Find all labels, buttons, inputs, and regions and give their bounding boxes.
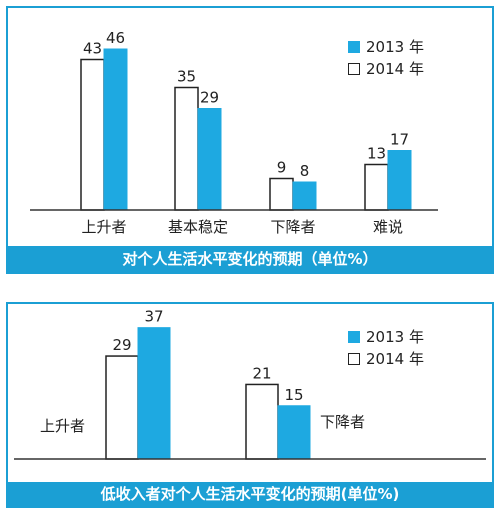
chart-title: 低收入者对个人生活水平变化的预期(单位%)	[8, 482, 492, 506]
category-label-0: 上升者	[81, 218, 126, 236]
data-label-2013-3: 17	[390, 131, 409, 149]
chart-panel-low-income: 29 37 上升者 21 15 下降者 2013 年 2014 年 低收入者对个人生活水平…	[6, 302, 494, 508]
chart-panel-overall: 43 46 上升者 35 29 基本稳定 9 8 下降者 13 17 难说 2013 年 2014 年…	[6, 6, 494, 274]
data-label-2013-1: 15	[284, 386, 303, 404]
data-label-2013-0: 37	[144, 308, 163, 326]
legend-swatch-2014	[348, 353, 360, 365]
bar-2013-1	[197, 108, 222, 211]
data-label-2014-0: 43	[83, 40, 102, 58]
bar-2013-0	[137, 327, 171, 460]
bar-2014-0	[105, 355, 139, 460]
legend-item-2013: 2013 年	[348, 326, 424, 348]
category-label-1: 下降者	[320, 413, 365, 431]
legend-item-2014: 2014 年	[348, 348, 424, 370]
legend-item-2014: 2014 年	[348, 58, 424, 80]
legend: 2013 年 2014 年	[348, 36, 424, 80]
legend-label-2013: 2013 年	[366, 38, 424, 56]
bar-2013-3	[387, 150, 412, 211]
category-label-1: 基本稳定	[168, 218, 228, 236]
legend: 2013 年 2014 年	[348, 326, 424, 370]
bar-2014-1	[174, 86, 199, 211]
chart-title: 对个人生活水平变化的预期（单位%）	[8, 246, 492, 272]
bar-2014-2	[269, 177, 294, 211]
legend-label-2014: 2014 年	[366, 350, 424, 368]
legend-swatch-2013	[348, 41, 360, 53]
bar-2014-3	[364, 163, 389, 211]
data-label-2014-3: 13	[367, 145, 386, 163]
bar-2013-0	[103, 48, 128, 211]
bar-2013-2	[292, 181, 317, 211]
data-label-2013-0: 46	[106, 29, 125, 47]
legend-swatch-2013	[348, 331, 360, 343]
legend-label-2013: 2013 年	[366, 328, 424, 346]
legend-item-2013: 2013 年	[348, 36, 424, 58]
category-label-0: 上升者	[40, 417, 85, 435]
data-label-2013-2: 8	[300, 162, 310, 180]
data-label-2014-2: 9	[277, 159, 287, 177]
data-label-2013-1: 29	[200, 89, 219, 107]
data-label-2014-1: 35	[177, 68, 196, 86]
bar-chart-low-income: 29 37 上升者 21 15 下降者	[14, 308, 486, 460]
category-label-3: 难说	[373, 218, 403, 236]
category-label-2: 下降者	[270, 218, 315, 236]
bar-2014-0	[80, 58, 105, 211]
bar-2014-1	[245, 383, 279, 460]
bar-2013-1	[277, 405, 311, 460]
data-label-2014-1: 21	[252, 364, 271, 382]
legend-label-2014: 2014 年	[366, 60, 424, 78]
data-label-2014-0: 29	[112, 336, 131, 354]
legend-swatch-2014	[348, 63, 360, 75]
